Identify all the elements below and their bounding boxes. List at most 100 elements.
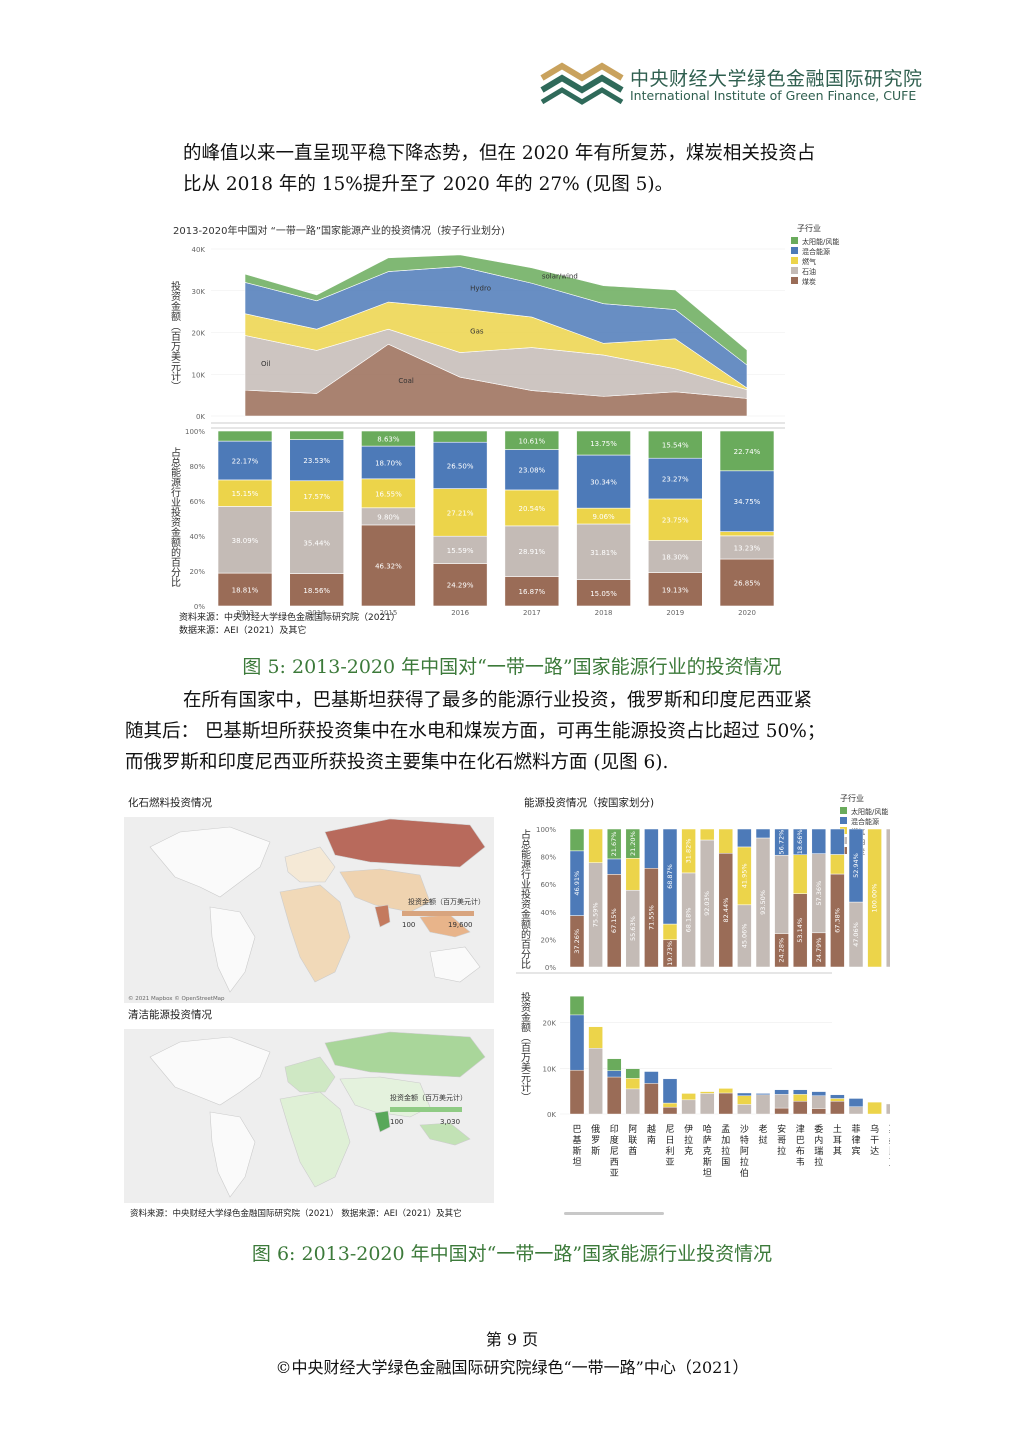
bar-segment [848,828,864,903]
country-label-char: 桑 [889,1135,890,1146]
bar-label: 23.75% [662,517,689,525]
bar-segment [774,1107,789,1115]
country-label-char: 干 [870,1135,879,1146]
bar-segment [830,854,845,875]
bar-segment [625,858,641,891]
bar-segment [607,1058,622,1071]
bar-segment [830,1094,845,1099]
area-label: Coal [398,377,413,385]
map1-title: 化石燃料投资情况 [128,796,212,809]
bar-label: 38.09% [232,537,259,545]
bar-segment [289,439,345,482]
stacked-percent-bars: 18.81% 38.09% 15.15% 22.17% 18.56% 35.44% 17.5… [217,430,775,607]
legend-label: 煤炭 [802,277,816,286]
fossil-fuel-map: 投资金额（百万美元计） 100 19,600 © 2021 Mapbox © O… [124,817,494,1003]
bar-segment [792,854,808,894]
bar-segment [361,478,416,509]
map-legend-title: 投资金额（百万美元计） [408,897,485,906]
bar-segment [361,430,416,447]
country-label-char: 斯 [591,1145,600,1157]
bar-segment [699,828,715,841]
bar-label: 68.18% [685,908,693,933]
bar-segment [830,1101,845,1115]
bar-segment [830,828,845,855]
country-label-char: 拉 [814,1156,823,1168]
bar-segment [700,1091,715,1094]
bar-label: 68.87% [666,864,674,889]
bar-label: 41.95% [740,863,748,888]
paragraph-line: 的峰值以来一直呈现平稳下降态势，但在 2020 年有所复苏，煤炭相关投资占 [183,143,816,164]
bar-label: 15.05% [590,590,617,598]
bar-segment [719,430,775,472]
bar-segment [830,1098,845,1102]
tick-label: 40% [540,909,556,917]
country-label-char: 伯 [740,1167,749,1179]
bar-label: 18.30% [662,554,689,562]
bar-segment [607,1070,622,1078]
x-tick-label: 2013 [236,609,254,617]
country-label-char: 土 [833,1123,842,1135]
bar-segment [718,1092,733,1115]
country-label-char: 特 [740,1134,749,1146]
bar-segment [504,576,560,607]
country-label-char: 拉 [684,1134,693,1146]
country-label-char: 瑞 [814,1145,823,1157]
country-label-char: 亚 [610,1168,619,1179]
bar-label: 57.36% [815,881,823,906]
bar-segment [361,445,416,480]
bar-label: 27.21% [447,509,474,517]
country-labels: 巴基斯坦俄罗斯印度尼西亚阿联酋越南尼日利亚伊拉克哈萨克斯坦孟加拉国沙特阿拉伯老挝… [572,1123,890,1179]
institute-name-cn: 中央财经大学绿色金融国际研究院 [630,68,923,90]
bar-segment [289,511,345,574]
bar-segment [719,531,775,537]
legend-label: 太阳能/风能 [802,237,839,246]
country-label-char: 耳 [833,1135,842,1146]
top-ylabel: 占总能源行业投资金额的百分比 [519,828,531,969]
bar-segment [217,440,273,481]
country-label-char: 阿 [628,1124,637,1135]
bar-label: 52.94% [852,853,860,878]
bar-label: 13.23% [734,544,761,552]
map-credit: © 2021 Mapbox © OpenStreetMap [128,995,225,1002]
figure-5-caption: 图 5: 2013-2020 年中国对“一带一路”国家能源行业的投资情况 [242,656,782,678]
tick-label: 20% [189,568,205,576]
bar-label: 31.81% [590,549,617,557]
country-label-char: 巴 [796,1135,805,1146]
bar-segment [719,470,775,532]
country-label-char: 罗 [591,1135,600,1146]
legend-swatch [840,817,847,824]
paragraph-line: 比从 2018 年的 15%提升至了 2020 年的 27% (见图 5)。 [183,174,674,195]
map-legend-title: 投资金额（百万美元计） [390,1093,467,1102]
bar-segment [625,1078,640,1090]
tick-label: 0% [545,964,556,972]
bar-label: 100.00% [889,884,890,913]
tick-label: 10K [192,371,206,379]
country-label-char: 巴 [572,1124,581,1135]
bar-segment [504,525,560,577]
country-label-char: 孟 [721,1124,730,1135]
country-label-char: 安 [777,1123,786,1135]
bar-segment [644,1071,659,1084]
bar-label: 21.67% [610,832,618,857]
country-label-char: 达 [870,1145,879,1157]
country-label-char: 国 [721,1157,730,1168]
area-label: Hydro [470,285,491,293]
bar-label: 92.03% [703,891,711,916]
map-legend-min: 100 [402,921,415,929]
x-axis-labels: 2013 2014 2015 2016 2017 2018 2019 2020 [236,609,756,617]
area-label: solar/wind [542,273,578,281]
legend-swatch [791,277,798,284]
bar-segment [569,1014,585,1071]
bar-segment [662,1078,678,1104]
bar-segment [885,828,890,968]
horizontal-scrollbar[interactable] [564,1212,664,1215]
bar-segment [700,1093,715,1115]
figure-5-chart: 2013-2020年中国对 “一带一路”国家能源产业的投资情况（按子行业划分) … [165,213,865,638]
bar-label: 18.70% [375,459,402,467]
tick-label: 60% [189,498,205,506]
bar-label: 15.15% [232,490,259,498]
bar-segment [681,1099,696,1115]
bar-segment [644,828,659,869]
map-legend-min: 100 [390,1118,403,1126]
bar-segment [755,828,771,839]
